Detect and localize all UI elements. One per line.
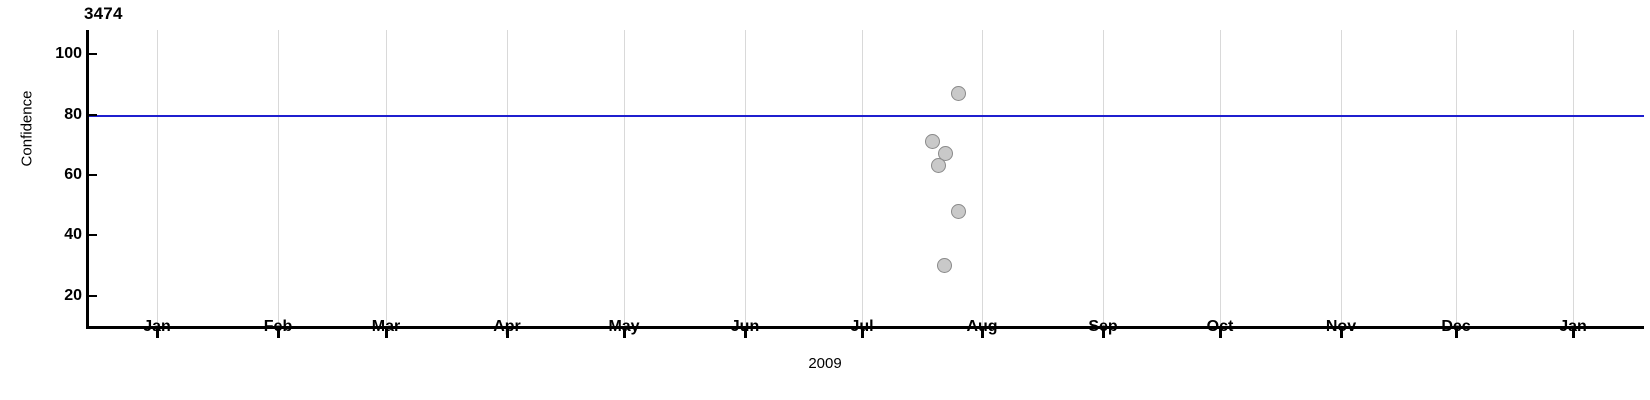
- x-tick: [1572, 329, 1575, 338]
- y-tick-label: 60: [64, 165, 82, 183]
- x-tick: [1102, 329, 1105, 338]
- y-tick-label: 40: [64, 226, 82, 244]
- gridline: [745, 30, 746, 326]
- reference-line: [88, 114, 1644, 117]
- x-tick: [981, 329, 984, 338]
- y-tick: [89, 53, 97, 56]
- x-axis-title: 2009: [808, 355, 842, 372]
- x-tick: [156, 329, 159, 338]
- x-tick: [385, 329, 388, 338]
- chart-title: 3474: [84, 4, 123, 23]
- gridline: [1456, 30, 1457, 326]
- y-tick-label: 100: [55, 45, 82, 63]
- gridline: [278, 30, 279, 326]
- x-tick-label: May: [608, 318, 640, 335]
- gridline: [1341, 30, 1342, 326]
- gridline: [624, 30, 625, 326]
- x-tick-label: Apr: [493, 318, 521, 335]
- x-tick: [861, 329, 864, 338]
- y-axis-line: [86, 30, 89, 328]
- y-tick: [89, 234, 97, 237]
- y-tick: [89, 173, 97, 176]
- x-tick: [1455, 329, 1458, 338]
- x-tick-label: Sep: [1088, 318, 1118, 335]
- y-tick-label: 80: [64, 105, 82, 123]
- y-tick: [89, 294, 97, 297]
- data-point[interactable]: [936, 258, 952, 274]
- x-tick: [1340, 329, 1343, 338]
- x-tick-label: Jun: [730, 318, 760, 335]
- x-tick-label: Jan: [143, 318, 171, 335]
- gridline: [1103, 30, 1104, 326]
- gridline: [507, 30, 508, 326]
- y-tick: [89, 113, 97, 116]
- x-tick-label: Jul: [850, 318, 874, 335]
- data-point[interactable]: [950, 85, 966, 101]
- x-tick-label: Oct: [1206, 318, 1234, 335]
- x-tick: [506, 329, 509, 338]
- x-tick-label: Aug: [966, 318, 998, 335]
- y-tick-label: 20: [64, 286, 82, 304]
- gridline: [982, 30, 983, 326]
- x-tick-label: Nov: [1325, 318, 1357, 335]
- data-point[interactable]: [924, 134, 940, 150]
- x-tick: [744, 329, 747, 338]
- x-tick: [1219, 329, 1222, 338]
- x-tick: [623, 329, 626, 338]
- x-tick-label: Mar: [371, 318, 401, 335]
- data-point[interactable]: [930, 158, 946, 174]
- x-tick-label: Dec: [1441, 318, 1471, 335]
- x-tick-label: Jan: [1559, 318, 1587, 335]
- gridline: [1220, 30, 1221, 326]
- data-point[interactable]: [950, 203, 966, 219]
- x-tick-label: Feb: [263, 318, 293, 335]
- gridline: [157, 30, 158, 326]
- gridline: [386, 30, 387, 326]
- x-axis-line: [86, 326, 1644, 329]
- x-tick: [277, 329, 280, 338]
- gridline: [1573, 30, 1574, 326]
- gridline: [862, 30, 863, 326]
